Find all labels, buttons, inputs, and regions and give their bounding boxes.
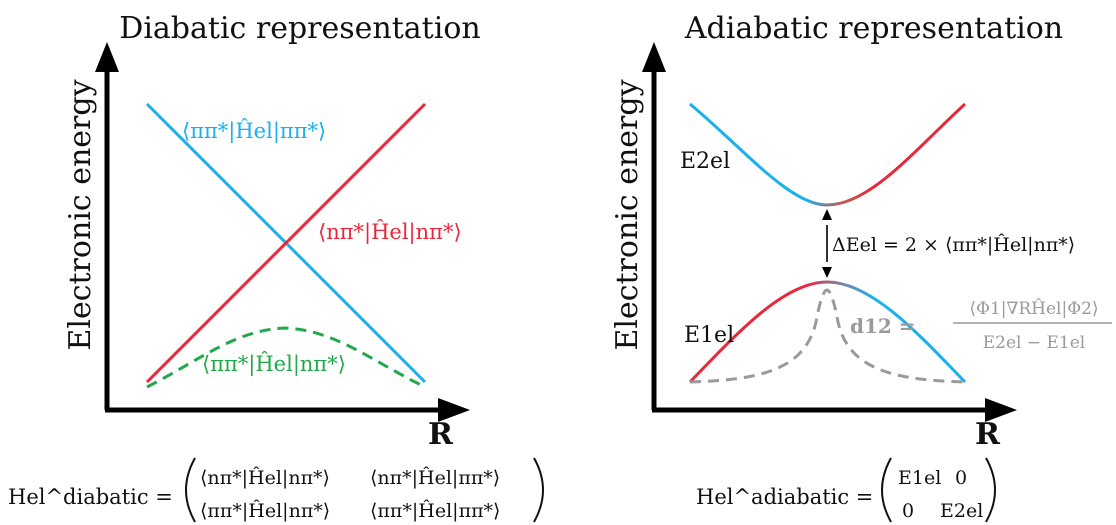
diabatic-y-arrow-icon — [95, 42, 119, 72]
npi-label: ⟨nπ*|Ĥel|nπ*⟩ — [318, 220, 462, 245]
npi-diabatic-curve — [145, 102, 427, 384]
adiabatic-matrix-m21: 0 — [902, 500, 914, 522]
adiabatic-x-arrow-icon — [985, 398, 1017, 422]
d12-lhs: d12 = — [850, 314, 916, 338]
diabatic-matrix: Hel^diabatic = ⟨nπ*|Ĥel|nπ*⟩ ⟨nπ*|Ĥel|ππ… — [8, 457, 544, 523]
coupling-label: ⟨ππ*|Ĥel|nπ*⟩ — [202, 352, 346, 377]
adiabatic-matrix: Hel^adiabatic = E1el 0 0 E2el — [696, 457, 996, 523]
adiabatic-matrix-m12: 0 — [955, 467, 967, 489]
diabatic-matrix-m12: ⟨nπ*|Ĥel|ππ*⟩ — [370, 466, 500, 489]
diabatic-matrix-left-paren — [185, 457, 196, 523]
adiabatic-matrix-right-paren — [985, 457, 996, 523]
gap-label: ΔEel = 2 × ⟨ππ*|Ĥel|nπ*⟩ — [832, 233, 1075, 256]
d12-numerator: ⟨Φ1|∇RĤel|Φ2⟩ — [969, 298, 1098, 319]
E1-label: E1el — [684, 323, 734, 348]
d12-denominator: E2el − E1el — [983, 333, 1086, 353]
adiabatic-matrix-lhs: Hel^adiabatic = — [696, 485, 873, 509]
adiabatic-y-axis-label: Electronic energy — [610, 79, 645, 350]
diabatic-matrix-m22: ⟨ππ*|Ĥel|ππ*⟩ — [370, 499, 500, 522]
E2-adiabatic-curve — [689, 102, 967, 207]
diabatic-panel: Diabatic representation Electronic energ… — [8, 11, 544, 523]
adiabatic-x-axis-label: R — [975, 417, 1001, 452]
pipi-label: ⟨ππ*|Ĥel|ππ*⟩ — [182, 119, 326, 144]
diabatic-x-arrow-icon — [438, 398, 470, 422]
nacv-curve — [689, 288, 966, 384]
adiabatic-matrix-m11: E1el — [898, 467, 941, 489]
coupling-diabatic-curve — [146, 326, 426, 389]
adiabatic-y-arrow-icon — [642, 42, 666, 72]
gap-arrow-down-icon — [822, 267, 832, 278]
adiabatic-matrix-m22: E2el — [940, 500, 983, 522]
gap-arrow-up-icon — [822, 209, 832, 220]
adiabatic-title: Adiabatic representation — [684, 11, 1063, 46]
diabatic-matrix-right-paren — [533, 457, 544, 523]
E2-label: E2el — [680, 149, 730, 174]
d12-expression: d12 = ⟨Φ1|∇RĤel|Φ2⟩ E2el − E1el — [850, 298, 1112, 353]
diabatic-x-axis-label: R — [428, 417, 454, 452]
diabatic-matrix-lhs: Hel^diabatic = — [8, 485, 173, 509]
diabatic-matrix-m21: ⟨ππ*|Ĥel|nπ*⟩ — [200, 499, 330, 522]
adiabatic-matrix-left-paren — [881, 457, 892, 523]
diabatic-y-axis-label: Electronic energy — [63, 79, 98, 350]
adiabatic-panel: Adiabatic representation Electronic ener… — [610, 11, 1112, 523]
E1-adiabatic-curve — [688, 280, 967, 384]
diabatic-title: Diabatic representation — [119, 11, 480, 46]
diabatic-matrix-m11: ⟨nπ*|Ĥel|nπ*⟩ — [200, 466, 330, 489]
